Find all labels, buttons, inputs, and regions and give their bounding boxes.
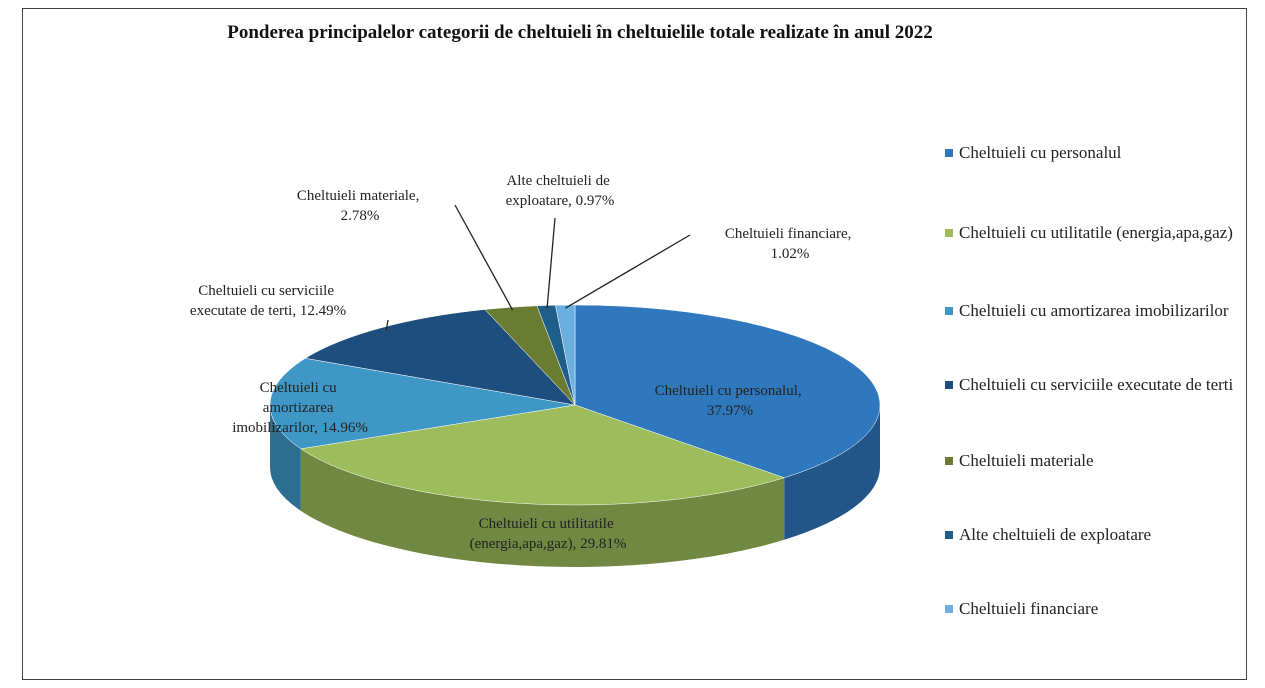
- legend-swatch: [945, 381, 953, 389]
- leader-line: [546, 217, 556, 309]
- slice: [555, 304, 576, 406]
- legend-swatch: [945, 457, 953, 465]
- legend-label: Cheltuieli financiare: [959, 599, 1099, 618]
- legend-swatch: [945, 605, 953, 613]
- leader-line: [454, 204, 514, 311]
- data-label: Cheltuieli materiale, 2.78%: [297, 188, 423, 224]
- leader-line: [565, 234, 691, 309]
- slice: [300, 404, 786, 506]
- legend-item: Cheltuieli cu personalul: [945, 140, 1265, 166]
- data-label: Cheltuieli cu amortizarea imobilizarilor…: [232, 380, 368, 436]
- slice-side: [300, 448, 785, 567]
- data-label: Cheltuieli cu personalul, 37.97%: [655, 383, 806, 419]
- legend-item: Cheltuieli cu serviciile executate de te…: [945, 372, 1265, 398]
- legend-item: Cheltuieli cu utilitatile (energia,apa,g…: [945, 220, 1265, 246]
- legend-label: Cheltuieli cu amortizarea imobilizarilor: [959, 301, 1229, 320]
- legend-swatch: [945, 307, 953, 315]
- leader-line: [385, 319, 389, 331]
- legend-label: Cheltuieli cu serviciile executate de te…: [959, 375, 1234, 394]
- legend-swatch: [945, 229, 953, 237]
- data-label: Cheltuieli cu utilitatile (energia,apa,g…: [470, 516, 627, 552]
- legend-item: Cheltuieli financiare: [945, 596, 1265, 622]
- legend-label: Cheltuieli cu utilitatile (energia,apa,g…: [959, 223, 1233, 242]
- legend-label: Cheltuieli cu personalul: [959, 143, 1122, 162]
- legend-label: Cheltuieli materiale: [959, 451, 1094, 470]
- chart-title: Ponderea principalelor categorii de chel…: [227, 22, 933, 43]
- slice: [269, 358, 576, 450]
- legend-swatch: [945, 149, 953, 157]
- legend-item: Cheltuieli materiale: [945, 448, 1265, 474]
- slice: [304, 309, 576, 406]
- data-label: Cheltuieli cu serviciile executate de te…: [190, 283, 346, 319]
- data-label: Alte cheltuieli de exploatare, 0.97%: [506, 173, 615, 209]
- slice: [574, 304, 881, 479]
- slice-side: [784, 405, 880, 540]
- slice-side: [270, 405, 301, 511]
- legend-swatch: [945, 531, 953, 539]
- chart-frame: [22, 8, 1247, 680]
- data-label: Cheltuieli financiare, 1.02%: [725, 226, 855, 262]
- legend-item: Cheltuieli cu amortizarea imobilizarilor: [945, 298, 1265, 324]
- legend-label: Alte cheltuieli de exploatare: [959, 525, 1152, 544]
- legend-item: Alte cheltuieli de exploatare: [945, 522, 1265, 548]
